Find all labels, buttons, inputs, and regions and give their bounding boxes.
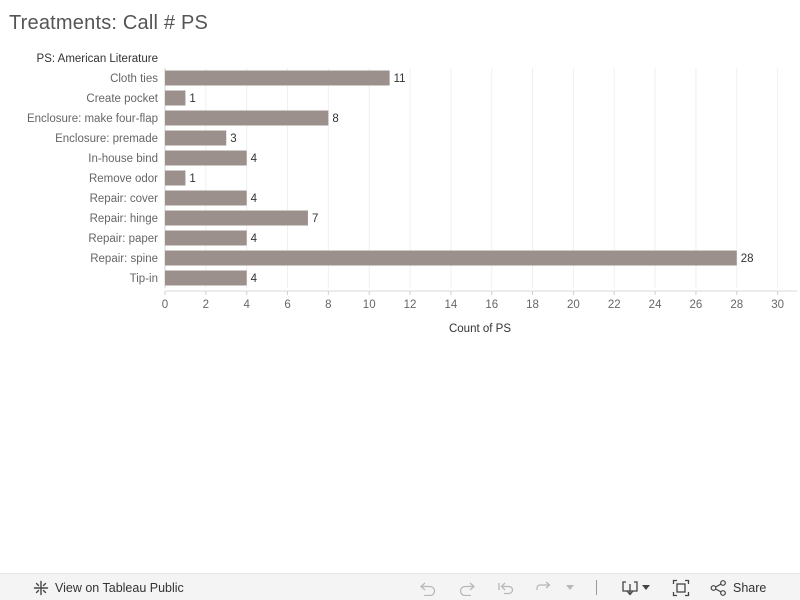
x-axis-ticks: 0 2 4 6 8 10 12 14 16 18 20 22 24 26 28 30 <box>162 291 784 311</box>
tick-label: 14 <box>444 299 457 311</box>
category-label: Enclosure: make four-flap <box>27 113 158 125</box>
category-label: Repair: hinge <box>90 213 158 225</box>
value-label: 1 <box>189 93 195 105</box>
redo-icon <box>458 580 476 596</box>
refresh-dropdown[interactable] <box>566 574 574 600</box>
category-label: Repair: cover <box>90 193 159 205</box>
fullscreen-icon <box>672 579 690 597</box>
tick-label: 18 <box>526 299 539 311</box>
tableau-logo-icon <box>33 580 49 596</box>
redo-button[interactable] <box>458 574 476 600</box>
undo-icon <box>419 580 437 596</box>
value-label: 4 <box>251 233 258 245</box>
bar <box>165 130 227 146</box>
tick-label: 6 <box>284 299 290 311</box>
value-label: 28 <box>741 253 754 265</box>
category-label: Create pocket <box>86 93 158 105</box>
tick-label: 8 <box>325 299 331 311</box>
value-label: 3 <box>230 133 236 145</box>
tick-label: 22 <box>608 299 621 311</box>
bar <box>165 270 247 286</box>
value-label: 1 <box>189 173 195 185</box>
category-label: Repair: spine <box>90 253 158 265</box>
toolbar: View on Tableau Public <box>0 573 800 600</box>
fullscreen-button[interactable] <box>672 574 690 600</box>
tick-label: 4 <box>243 299 250 311</box>
undo-button[interactable] <box>419 574 437 600</box>
bar <box>165 170 186 186</box>
value-label: 4 <box>251 273 258 285</box>
revert-icon <box>497 580 515 596</box>
bar <box>165 110 329 126</box>
bar <box>165 70 390 86</box>
row-header-label: PS: American Literature <box>37 53 158 65</box>
x-axis-title: Count of PS <box>449 323 511 335</box>
value-label: 7 <box>312 213 318 225</box>
page-title: Treatments: Call # PS <box>9 12 209 34</box>
tick-label: 16 <box>485 299 498 311</box>
download-button[interactable] <box>621 574 650 600</box>
view-on-tableau-label: View on Tableau Public <box>55 580 184 595</box>
toolbar-divider <box>596 580 597 595</box>
share-label: Share <box>733 580 767 595</box>
revert-button[interactable] <box>497 574 515 600</box>
tick-label: 2 <box>203 299 209 311</box>
value-label: 11 <box>394 73 406 85</box>
tick-label: 28 <box>730 299 743 311</box>
dropdown-icon <box>566 584 574 591</box>
bar <box>165 190 247 206</box>
bar <box>165 90 186 106</box>
bar <box>165 150 247 166</box>
bar-chart: PS: American Literature Cloth ties Create… <box>27 53 797 335</box>
category-label: Repair: paper <box>88 233 158 245</box>
bar <box>165 230 247 246</box>
share-button[interactable]: Share <box>710 574 766 600</box>
view-on-tableau-link[interactable]: View on Tableau Public <box>33 574 184 600</box>
value-label: 8 <box>332 113 338 125</box>
category-label: Tip-in <box>130 273 158 285</box>
category-labels: Cloth ties Create pocket Enclosure: make f… <box>27 73 159 285</box>
bars <box>165 70 737 286</box>
download-icon <box>621 580 639 596</box>
tick-label: 30 <box>771 299 784 311</box>
tick-label: 26 <box>690 299 703 311</box>
tick-label: 20 <box>567 299 580 311</box>
category-label: Remove odor <box>89 173 158 185</box>
dropdown-icon <box>642 584 650 591</box>
tick-label: 24 <box>649 299 662 311</box>
tick-label: 12 <box>404 299 417 311</box>
refresh-button[interactable] <box>535 574 553 600</box>
tick-label: 0 <box>162 299 168 311</box>
refresh-icon <box>535 580 553 596</box>
bar <box>165 250 737 266</box>
category-label: In-house bind <box>88 153 158 165</box>
value-label: 4 <box>251 193 258 205</box>
category-label: Enclosure: premade <box>55 133 158 145</box>
share-icon <box>710 579 727 596</box>
tick-label: 10 <box>363 299 376 311</box>
category-label: Cloth ties <box>110 73 158 85</box>
value-label: 4 <box>251 153 258 165</box>
bar <box>165 210 308 226</box>
